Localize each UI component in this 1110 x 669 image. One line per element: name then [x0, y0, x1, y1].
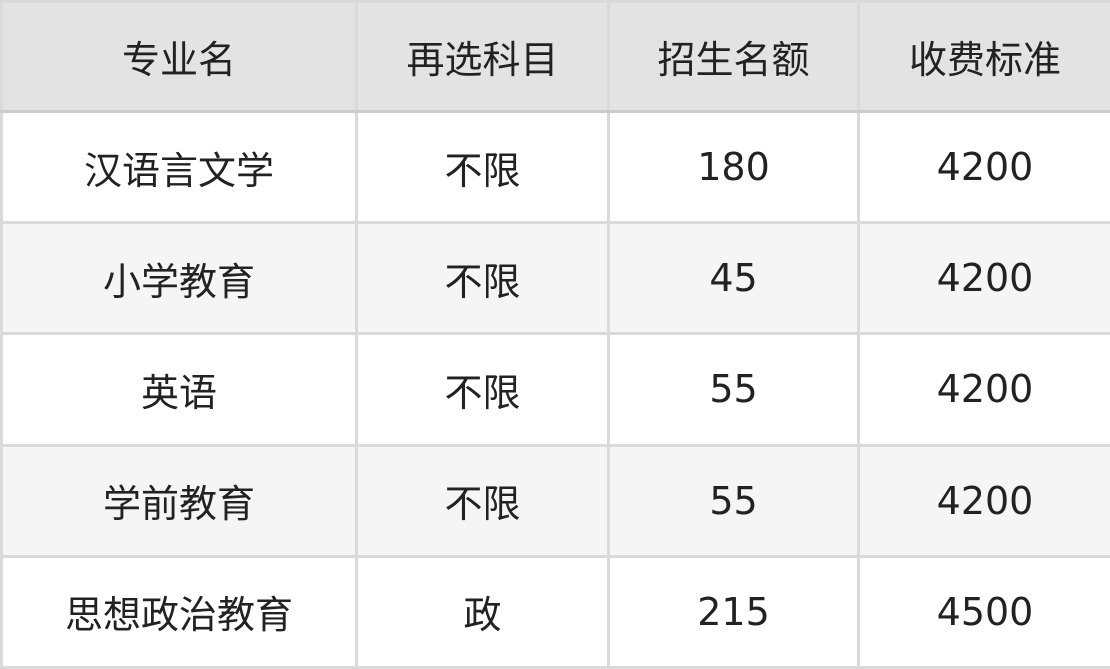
cell-major: 小学教育: [0, 221, 358, 336]
header-subject: 再选科目: [355, 0, 610, 113]
cell-fee: 4200: [857, 109, 1110, 225]
cell-fee: 4200: [857, 221, 1110, 336]
cell-fee: 4500: [857, 554, 1110, 669]
cell-major: 思想政治教育: [0, 554, 358, 669]
cell-fee: 4200: [857, 332, 1110, 447]
cell-quota: 45: [607, 221, 860, 336]
header-row: 专业名 再选科目 招生名额 收费标准: [0, 0, 1110, 113]
cell-major: 学前教育: [0, 443, 358, 558]
cell-major: 汉语言文学: [0, 109, 358, 225]
table-row: 思想政治教育政 215 4500: [0, 554, 1110, 669]
cell-subject: 不限: [355, 221, 610, 336]
table-row: 汉语言文学 不限 180 4200: [0, 109, 1110, 225]
cell-quota: 55: [607, 443, 860, 558]
cell-subject: 政: [355, 554, 610, 669]
cell-quota: 180: [607, 109, 860, 225]
table-row: 英语 不限 55 4200: [0, 332, 1110, 447]
header-major: 专业名: [0, 0, 358, 113]
header-quota: 招生名额: [607, 0, 860, 113]
cell-quota: 215: [607, 554, 860, 669]
cell-subject: 不限: [355, 109, 610, 225]
cell-major: 英语: [0, 332, 358, 447]
cell-quota: 55: [607, 332, 860, 447]
cell-subject: 不限: [355, 443, 610, 558]
table-row: 学前教育 不限 55 4200: [0, 443, 1110, 558]
cell-subject: 不限: [355, 332, 610, 447]
header-fee: 收费标准: [857, 0, 1110, 113]
table-row: 小学教育 不限 45 4200: [0, 221, 1110, 336]
cell-fee: 4200: [857, 443, 1110, 558]
